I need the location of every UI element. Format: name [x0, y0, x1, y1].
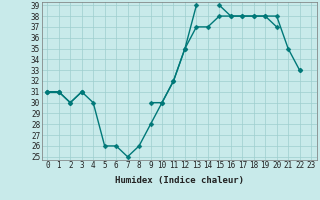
X-axis label: Humidex (Indice chaleur): Humidex (Indice chaleur) — [115, 176, 244, 185]
